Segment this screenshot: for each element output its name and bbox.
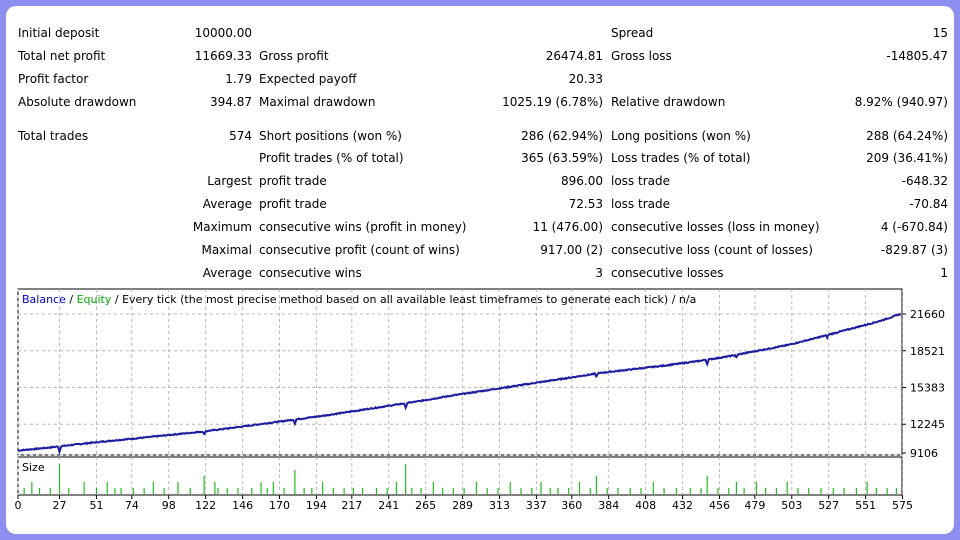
report-cell-c1: Initial deposit: [18, 26, 100, 40]
report-cell-c4: 917.00 (2): [540, 243, 603, 257]
report-cell-c3: Gross profit: [259, 49, 329, 63]
report-cell-c4: 20.33: [568, 72, 603, 86]
legend-mode: / Every tick (the most precise method ba…: [111, 293, 696, 306]
report-cell-c5: Relative drawdown: [611, 95, 726, 109]
report-cell-c4: 11 (476.00): [532, 220, 603, 234]
legend-sep: /: [66, 293, 77, 306]
report-cell-c2: Average: [202, 266, 252, 280]
report-cell-c4: 1025.19 (6.78%): [502, 95, 603, 109]
report-cell-c2: Average: [202, 197, 252, 211]
x-tick-label: 98: [162, 499, 176, 512]
report-cell-c6: 4 (-670.84): [880, 220, 948, 234]
report-cell-c3: profit trade: [259, 197, 327, 211]
report-cell-c5: loss trade: [611, 174, 670, 188]
report-cell-c6: -829.87 (3): [880, 243, 948, 257]
report-cell-c2: 1.79: [225, 72, 252, 86]
size-plot-frame: [17, 456, 903, 496]
x-tick-label: 217: [341, 499, 362, 512]
report-cell-c4: 896.00: [561, 174, 603, 188]
report-cell-c5: Spread: [611, 26, 654, 40]
x-tick-label: 551: [855, 499, 876, 512]
report-cell-c5: Loss trades (% of total): [611, 151, 751, 165]
chart-legend: Balance / Equity / Every tick (the most …: [22, 293, 696, 306]
report-cell-c6: 288 (64.24%): [866, 129, 948, 143]
y-tick-label: 9106: [910, 447, 938, 460]
y-tick-label: 15383: [910, 382, 945, 395]
report-cell-c4: 286 (62.94%): [521, 129, 603, 143]
x-tick-label: 432: [672, 499, 693, 512]
x-tick-label: 527: [818, 499, 839, 512]
x-tick-label: 479: [744, 499, 765, 512]
report-cell-c2: 394.87: [210, 95, 252, 109]
report-cell-c6: 209 (36.41%): [866, 151, 948, 165]
report-cell-c6: -70.84: [909, 197, 948, 211]
y-tick-label: 12245: [910, 418, 945, 431]
report-cell-c5: Long positions (won %): [611, 129, 751, 143]
x-tick-label: 360: [561, 499, 582, 512]
x-tick-label: 313: [489, 499, 510, 512]
chart-area: 21660 18521 15383 12245 9106 0 27 51 74 98 122 146…: [6, 6, 954, 534]
x-tick-label: 27: [53, 499, 67, 512]
x-tick-label: 74: [125, 499, 139, 512]
legend-balance: Balance: [22, 293, 66, 306]
x-tick-label: 194: [306, 499, 327, 512]
report-cell-c3: consecutive profit (count of wins): [259, 243, 460, 257]
legend-equity: Equity: [77, 293, 112, 306]
report-cell-c3: Profit trades (% of total): [259, 151, 404, 165]
report-cell-c1: Profit factor: [18, 72, 89, 86]
report-cell-c6: 15: [932, 26, 948, 40]
y-tick-label: 21660: [910, 308, 945, 321]
report-cell-c5: consecutive loss (count of losses): [611, 243, 813, 257]
x-tick-label: 170: [269, 499, 290, 512]
size-label: Size: [22, 461, 45, 474]
report-cell-c2: Largest: [207, 174, 252, 188]
report-cell-c2: 574: [229, 129, 252, 143]
report-cell-c3: profit trade: [259, 174, 327, 188]
report-cell-c6: 1: [940, 266, 948, 280]
report-cell-c2: 10000.00: [194, 26, 252, 40]
y-tick-label: 18521: [910, 345, 945, 358]
report-cell-c4: 72.53: [568, 197, 603, 211]
report-cell-c4: 3: [595, 266, 603, 280]
report-cell-c3: consecutive wins (profit in money): [259, 220, 467, 234]
report-cell-c5: Gross loss: [611, 49, 672, 63]
x-tick-label: 0: [15, 499, 22, 512]
report-cell-c1: Total net profit: [18, 49, 106, 63]
report-cell-c6: -648.32: [901, 174, 948, 188]
x-tick-label: 51: [89, 499, 103, 512]
report-cell-c3: Maximal drawdown: [259, 95, 376, 109]
report-cell-c6: -14805.47: [886, 49, 948, 63]
report-cell-c5: consecutive losses: [611, 266, 724, 280]
report-cell-c6: 8.92% (940.97): [854, 95, 948, 109]
report-cell-c1: Total trades: [18, 129, 89, 143]
x-tick-label: 146: [232, 499, 253, 512]
report-cell-c5: consecutive losses (loss in money): [611, 220, 820, 234]
x-tick-label: 289: [452, 499, 473, 512]
x-tick-label: 241: [378, 499, 399, 512]
x-tick-label: 265: [415, 499, 436, 512]
balance-line: [17, 312, 902, 456]
report-cell-c2: Maximal: [201, 243, 252, 257]
balance-equity-chart: 21660 18521 15383 12245 9106 0 27 51 74 98 122 146…: [15, 288, 945, 512]
report-cell-c2: 11669.33: [194, 49, 252, 63]
x-tick-label: 456: [709, 499, 730, 512]
x-tick-label: 503: [781, 499, 802, 512]
strategy-tester-report: Initial deposit 10000.00 Spread 15 Total net…: [6, 6, 954, 534]
report-cell-c4: 26474.81: [545, 49, 603, 63]
report-cell-c2: Maximum: [192, 220, 252, 234]
report-cell-c3: consecutive wins: [259, 266, 362, 280]
x-tick-label: 337: [526, 499, 547, 512]
x-tick-label: 122: [195, 499, 216, 512]
report-cell-c3: Short positions (won %): [259, 129, 402, 143]
report-cell-c3: Expected payoff: [259, 72, 357, 86]
report-cell-c1: Absolute drawdown: [18, 95, 137, 109]
report-cell-c4: 365 (63.59%): [521, 151, 603, 165]
x-tick-label: 384: [598, 499, 619, 512]
x-tick-label: 575: [892, 499, 913, 512]
report-table: Initial deposit 10000.00 Spread 15 Total net…: [6, 6, 954, 296]
x-tick-label: 408: [635, 499, 656, 512]
report-cell-c5: loss trade: [611, 197, 670, 211]
